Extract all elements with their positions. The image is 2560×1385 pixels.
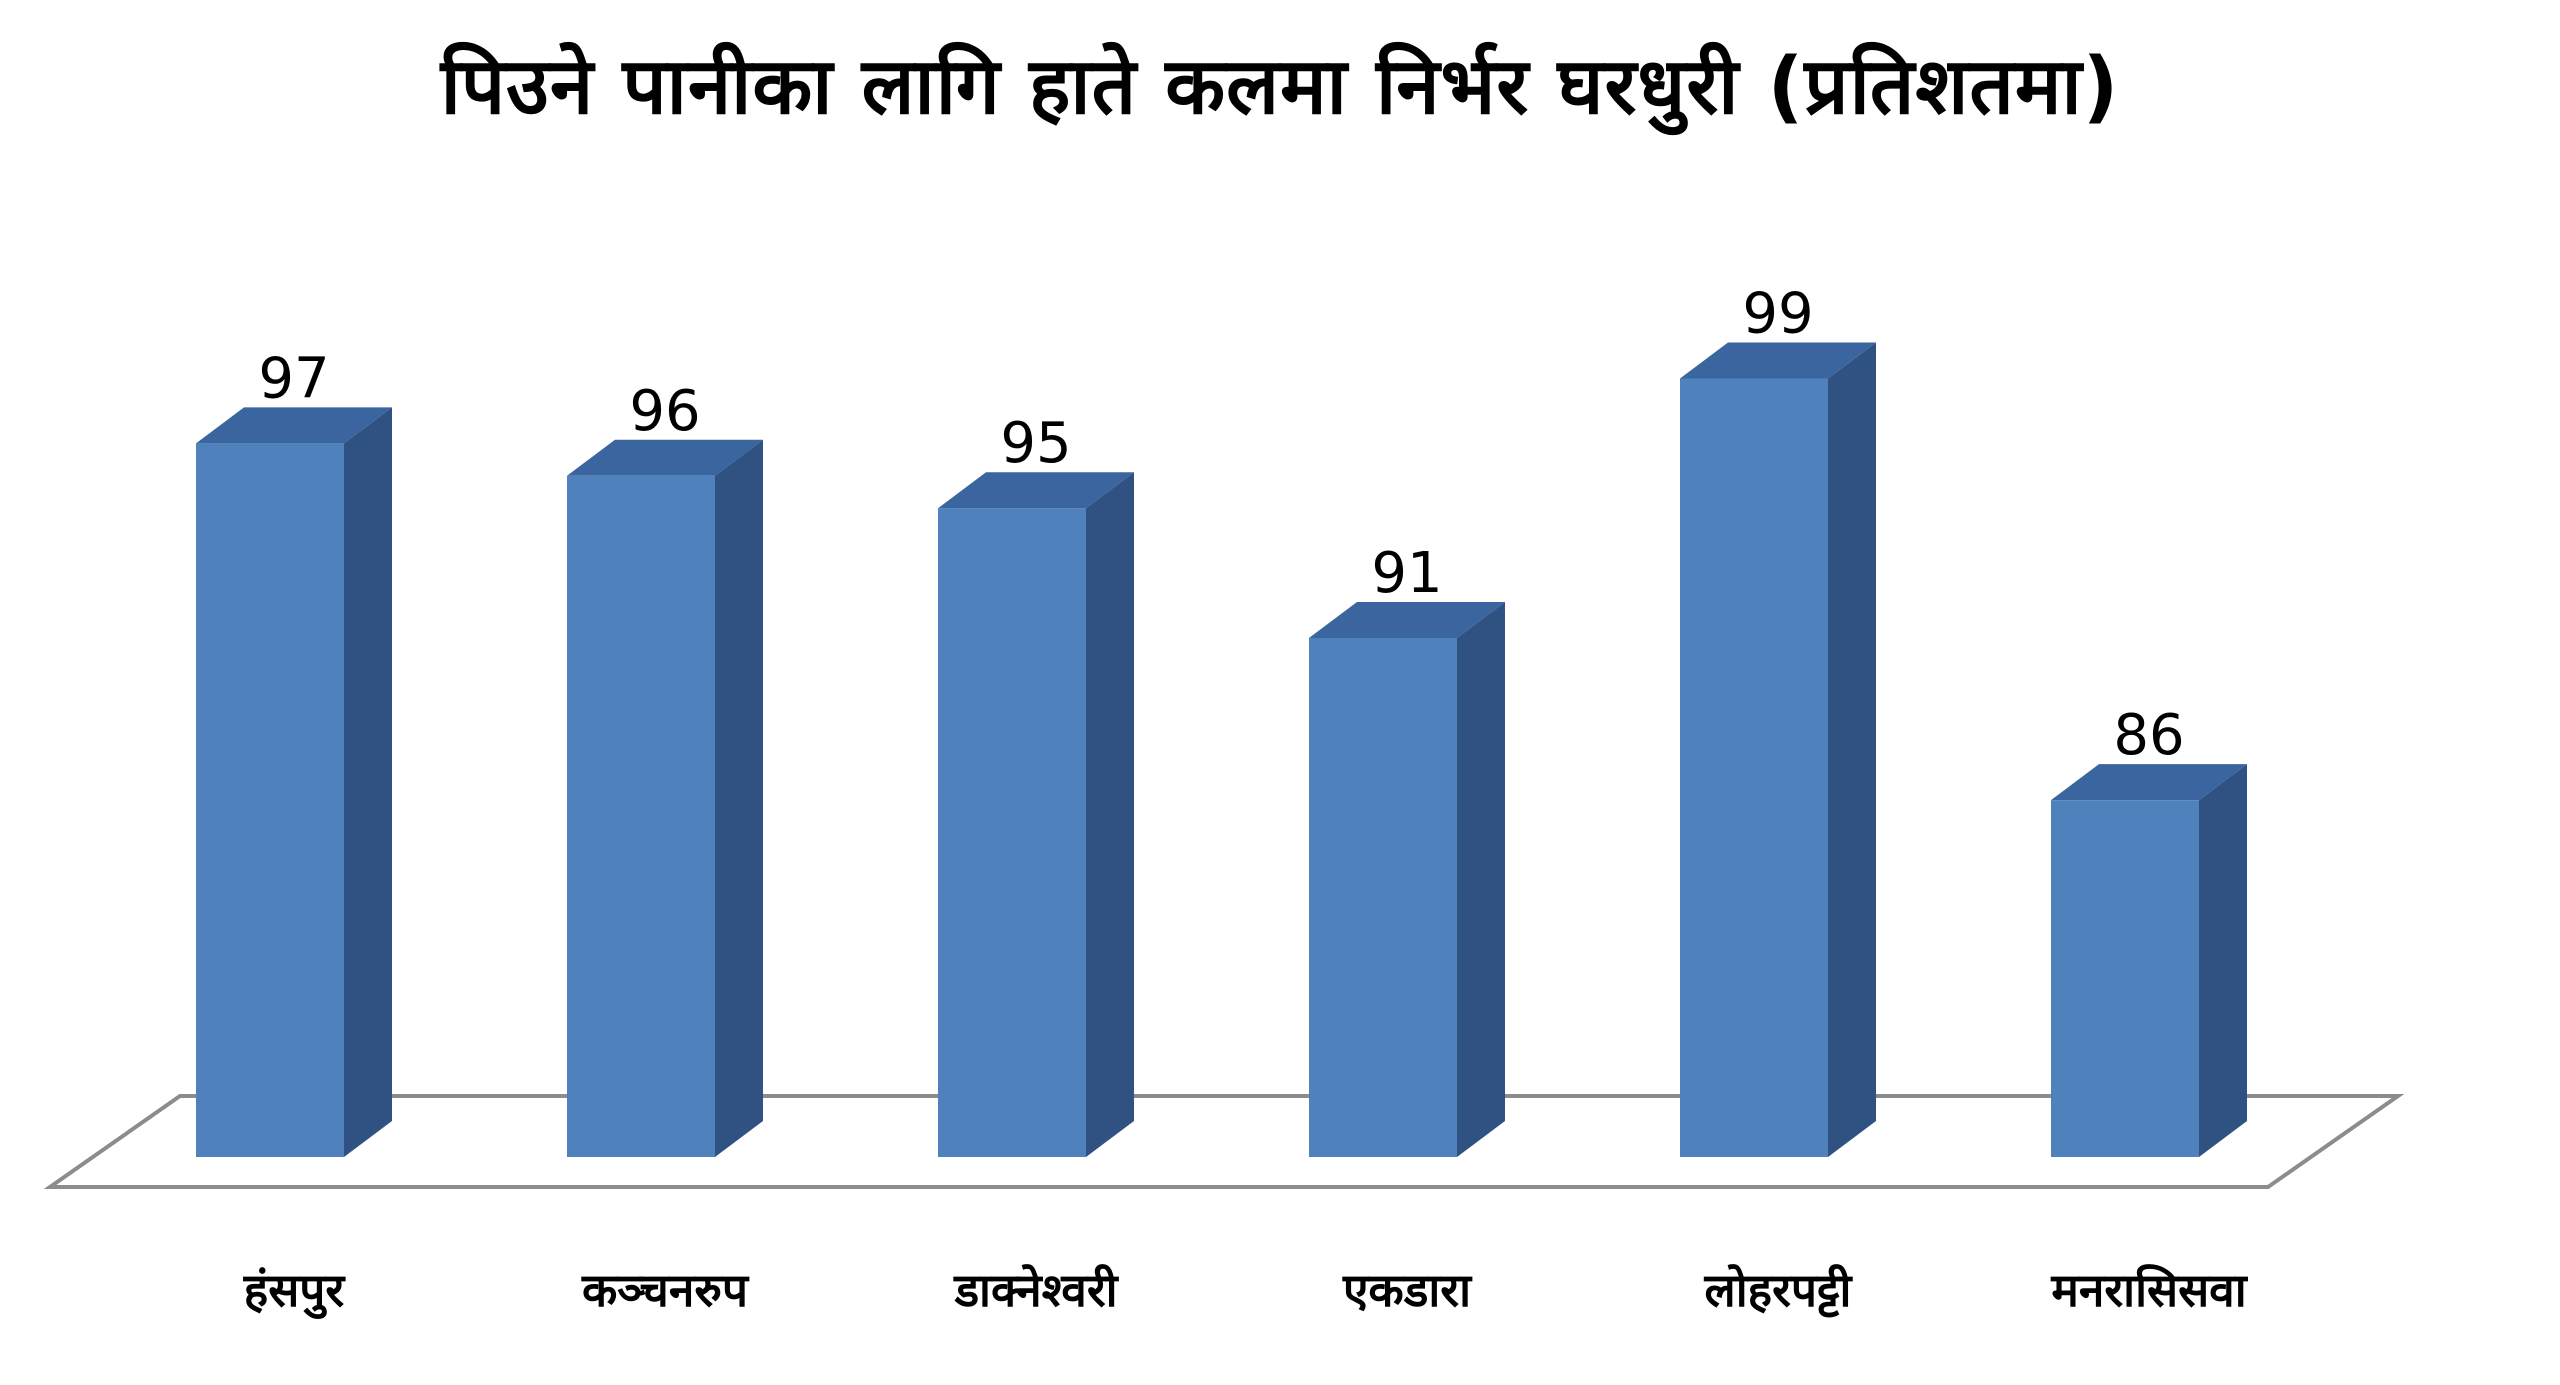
category-label: कञ्चनरुप	[581, 1263, 750, 1317]
category-label: एकडारा	[1342, 1263, 1473, 1317]
category-label: मनरासिसवा	[2050, 1263, 2248, 1317]
bar-top-face	[567, 439, 763, 476]
bar-top-face	[1309, 601, 1505, 638]
bar-top-face	[196, 407, 392, 444]
chart-floor	[43, 1094, 2405, 1189]
bar-4	[1309, 601, 1505, 1157]
bar-front-face	[567, 475, 715, 1157]
category-label: लोहरपट्टी	[1704, 1263, 1854, 1318]
bar-top-face	[2051, 764, 2247, 801]
data-label: 95	[1000, 411, 1071, 476]
bar-side-face	[1457, 601, 1505, 1157]
bar-side-face	[2199, 764, 2247, 1157]
bar-top-face	[1680, 342, 1876, 379]
bar-side-face	[344, 407, 392, 1157]
bar-5	[1680, 342, 1876, 1157]
data-label: 91	[1371, 541, 1442, 606]
bar-side-face	[1086, 472, 1134, 1157]
bars-group	[196, 342, 2247, 1157]
bar-6	[2051, 764, 2247, 1157]
labels-group: 97 हंसपुर 96 कञ्चनरुप 95 डाक्नेश्वरी 91 एकडारा 9…	[243, 281, 2249, 1320]
bar-front-face	[938, 508, 1086, 1157]
data-label: 96	[629, 379, 700, 444]
bar-front-face	[2051, 800, 2199, 1157]
bar-3	[938, 472, 1134, 1157]
bar-front-face	[1680, 378, 1828, 1157]
data-label: 99	[1742, 281, 1813, 346]
category-label: हंसपुर	[243, 1263, 347, 1320]
category-label: डाक्नेश्वरी	[952, 1263, 1119, 1317]
bar-front-face	[196, 443, 344, 1157]
bar-2	[567, 439, 763, 1157]
data-label: 86	[2113, 703, 2184, 768]
bar-front-face	[1309, 637, 1457, 1157]
bar-1	[196, 407, 392, 1157]
bar-side-face	[715, 439, 763, 1157]
data-label: 97	[258, 346, 329, 411]
bar-top-face	[938, 472, 1134, 509]
chart-title: पिउने पानीका लागि हाते कलमा निर्भर घरधुर…	[440, 42, 2120, 132]
bar-side-face	[1828, 342, 1876, 1157]
